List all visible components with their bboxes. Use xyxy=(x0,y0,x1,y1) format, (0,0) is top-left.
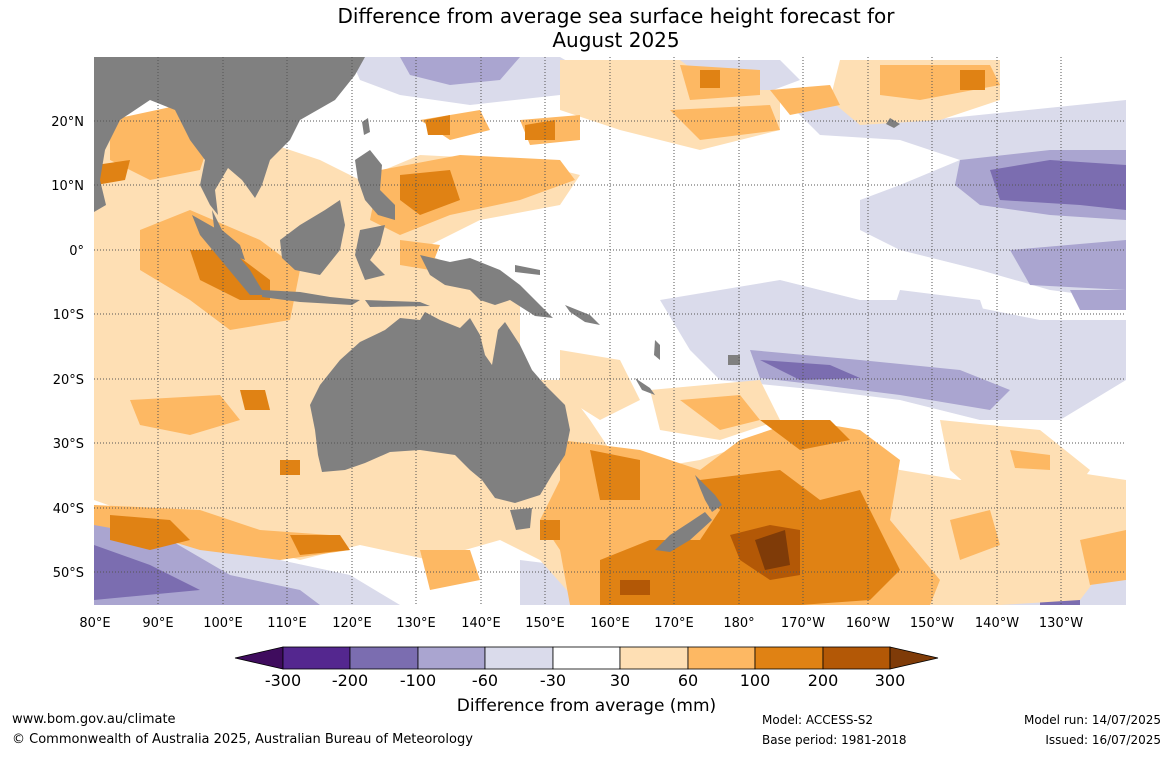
sumatra xyxy=(192,215,265,295)
solomon-islands xyxy=(565,305,600,325)
x-axis-labels: 80°E 90°E 100°E 110°E 120°E 130°E 140°E … xyxy=(79,616,1083,631)
colorbar-segment xyxy=(754,646,824,670)
java xyxy=(262,290,360,305)
x-tick-label: 150°E xyxy=(525,616,565,631)
colorbar-segment xyxy=(282,646,351,670)
new-guinea xyxy=(420,255,553,318)
x-tick-label: 90°E xyxy=(142,616,173,631)
colorbar xyxy=(234,646,939,670)
fiji xyxy=(728,355,740,365)
x-tick-label: 130°E xyxy=(396,616,436,631)
y-tick-label: 20°N xyxy=(51,115,84,130)
x-tick-label: 160°E xyxy=(590,616,630,631)
x-tick-label: 110°E xyxy=(267,616,307,631)
colorbar-segment xyxy=(687,646,756,670)
x-tick-label: 140°W xyxy=(975,616,1019,631)
borneo xyxy=(280,200,345,275)
sulawesi xyxy=(355,225,385,280)
model-name: Model: ACCESS-S2 xyxy=(762,713,874,727)
graticule xyxy=(94,57,1126,605)
colorbar-tick-label: 300 xyxy=(874,671,906,690)
y-tick-label: 10°S xyxy=(53,308,84,323)
colorbar-tick-label: -30 xyxy=(539,671,567,690)
y-tick-label: 40°S xyxy=(53,502,84,517)
x-tick-label: 140°E xyxy=(461,616,501,631)
new-zealand-north xyxy=(695,475,722,512)
y-tick-label: 30°S xyxy=(53,437,84,452)
colorbar-segment xyxy=(822,646,891,670)
x-tick-label: 160°W xyxy=(846,616,890,631)
land-masses xyxy=(94,57,900,552)
base-period: Base period: 1981-2018 xyxy=(762,733,907,747)
model-run-date: Model run: 14/07/2025 xyxy=(1023,713,1161,727)
colorbar-segment xyxy=(349,646,419,670)
colorbar-segment xyxy=(234,646,284,670)
colorbar-tick-label: 60 xyxy=(677,671,699,690)
asia-mainland xyxy=(94,57,365,215)
website-link[interactable]: www.bom.gov.au/climate xyxy=(12,712,176,727)
hainan xyxy=(258,148,266,158)
colorbar-segment xyxy=(417,646,486,670)
colorbar-tick-label: -100 xyxy=(399,671,437,690)
x-tick-label: 150°W xyxy=(910,616,954,631)
x-tick-label: 130°W xyxy=(1039,616,1083,631)
colorbar-tick-label: -60 xyxy=(471,671,499,690)
new-zealand-south xyxy=(655,512,712,552)
taiwan xyxy=(362,118,370,135)
colorbar-tick-label: -300 xyxy=(264,671,302,690)
x-tick-label: 170°W xyxy=(781,616,825,631)
australia xyxy=(310,312,570,503)
colorbar-tick-label: 200 xyxy=(807,671,839,690)
malay-peninsula xyxy=(212,210,245,260)
colorbar-tick-label: 30 xyxy=(609,671,631,690)
x-tick-label: 170°E xyxy=(654,616,694,631)
x-tick-label: 120°E xyxy=(332,616,372,631)
colorbar-title: Difference from average (mm) xyxy=(456,696,717,716)
anomaly-plus300-regions xyxy=(755,530,790,570)
y-tick-label: 50°S xyxy=(53,566,84,581)
micronesia xyxy=(515,265,540,275)
colorbar-tick-label: 100 xyxy=(739,671,771,690)
y-tick-label: 20°S xyxy=(53,373,84,388)
colorbar-tick-label: -200 xyxy=(331,671,369,690)
colorbar-segment xyxy=(484,646,554,670)
x-tick-label: 100°E xyxy=(203,616,243,631)
colorbar-segment xyxy=(619,646,689,670)
x-tick-label: 80°E xyxy=(79,616,110,631)
x-tick-label: 180° xyxy=(723,616,754,631)
y-tick-label: 0° xyxy=(69,244,84,259)
copyright-text: © Commonwealth of Australia 2025, Austra… xyxy=(12,732,473,747)
map-title: Difference from average sea surface heig… xyxy=(0,4,1173,52)
philippines xyxy=(355,150,395,220)
title-line-2: August 2025 xyxy=(552,28,680,52)
title-line-1: Difference from average sea surface heig… xyxy=(337,4,895,28)
vanuatu xyxy=(654,340,660,360)
colorbar-segment xyxy=(889,646,939,670)
issued-date: Issued: 16/07/2025 xyxy=(1045,733,1161,747)
colorbar-segment xyxy=(552,646,621,670)
lesser-sunda xyxy=(365,300,430,307)
y-axis-labels: 20°N 10°N 0° 10°S 20°S 30°S 40°S 50°S xyxy=(51,115,84,581)
y-tick-label: 10°N xyxy=(51,179,84,194)
new-caledonia xyxy=(635,378,655,395)
tasmania xyxy=(510,508,532,530)
